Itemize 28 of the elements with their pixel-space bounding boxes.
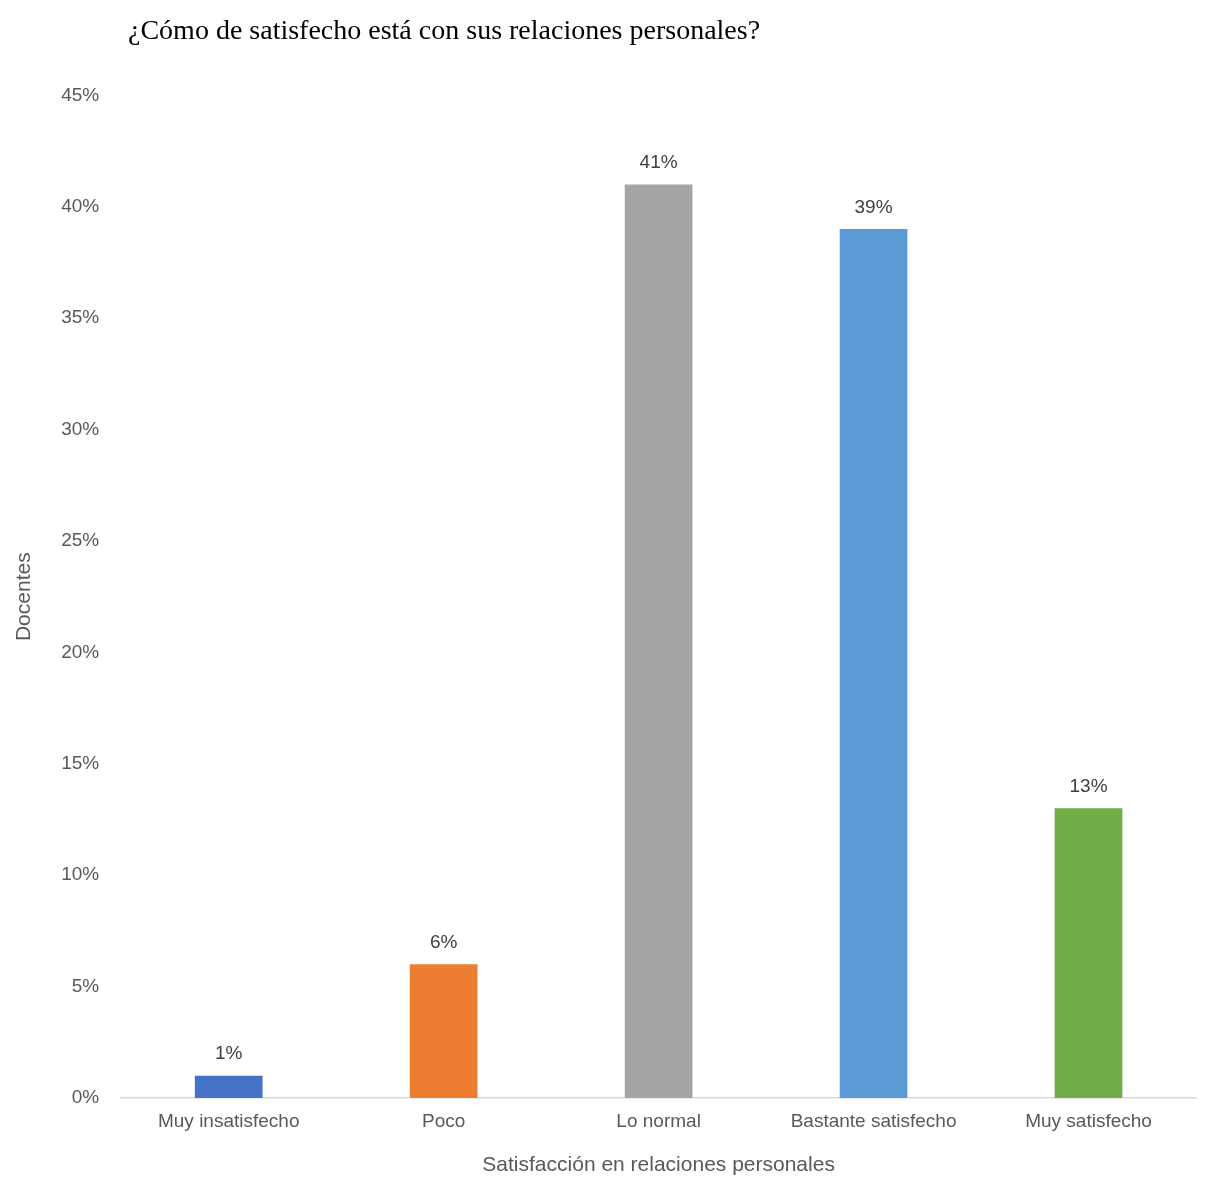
y-tick-label: 15% (61, 752, 100, 774)
y-tick-label: 35% (61, 306, 100, 328)
y-tick-label: 0% (71, 1086, 100, 1108)
y-tick-label: 40% (61, 195, 100, 217)
x-tick-label: Bastante satisfecho (790, 1109, 957, 1131)
y-tick-label: 45% (61, 83, 100, 105)
data-label: 41% (639, 151, 678, 173)
y-axis-title: Docentes (11, 552, 35, 642)
x-tick-label: Muy satisfecho (1025, 1109, 1152, 1131)
chart-title: ¿Cómo de satisfecho está con sus relaciones personales? (127, 13, 762, 47)
x-tick-label: Poco (422, 1109, 466, 1131)
bar (194, 1075, 263, 1098)
x-axis-title: Satisfacción en relaciones personales (482, 1152, 835, 1176)
bar (839, 229, 908, 1098)
x-tick-label: Lo normal (616, 1109, 701, 1131)
data-label: 6% (429, 931, 458, 953)
data-label: 39% (854, 195, 893, 217)
y-tick-label: 10% (61, 863, 100, 885)
y-tick-label: 20% (61, 640, 100, 662)
y-tick-label: 5% (71, 974, 100, 996)
data-label: 13% (1069, 775, 1108, 797)
bar (1054, 808, 1123, 1098)
bar (409, 964, 478, 1098)
x-tick-label: Muy insatisfecho (157, 1109, 300, 1131)
data-label: 1% (214, 1042, 243, 1064)
bar (624, 184, 693, 1098)
y-tick-label: 30% (61, 417, 100, 439)
y-tick-label: 25% (61, 529, 100, 551)
